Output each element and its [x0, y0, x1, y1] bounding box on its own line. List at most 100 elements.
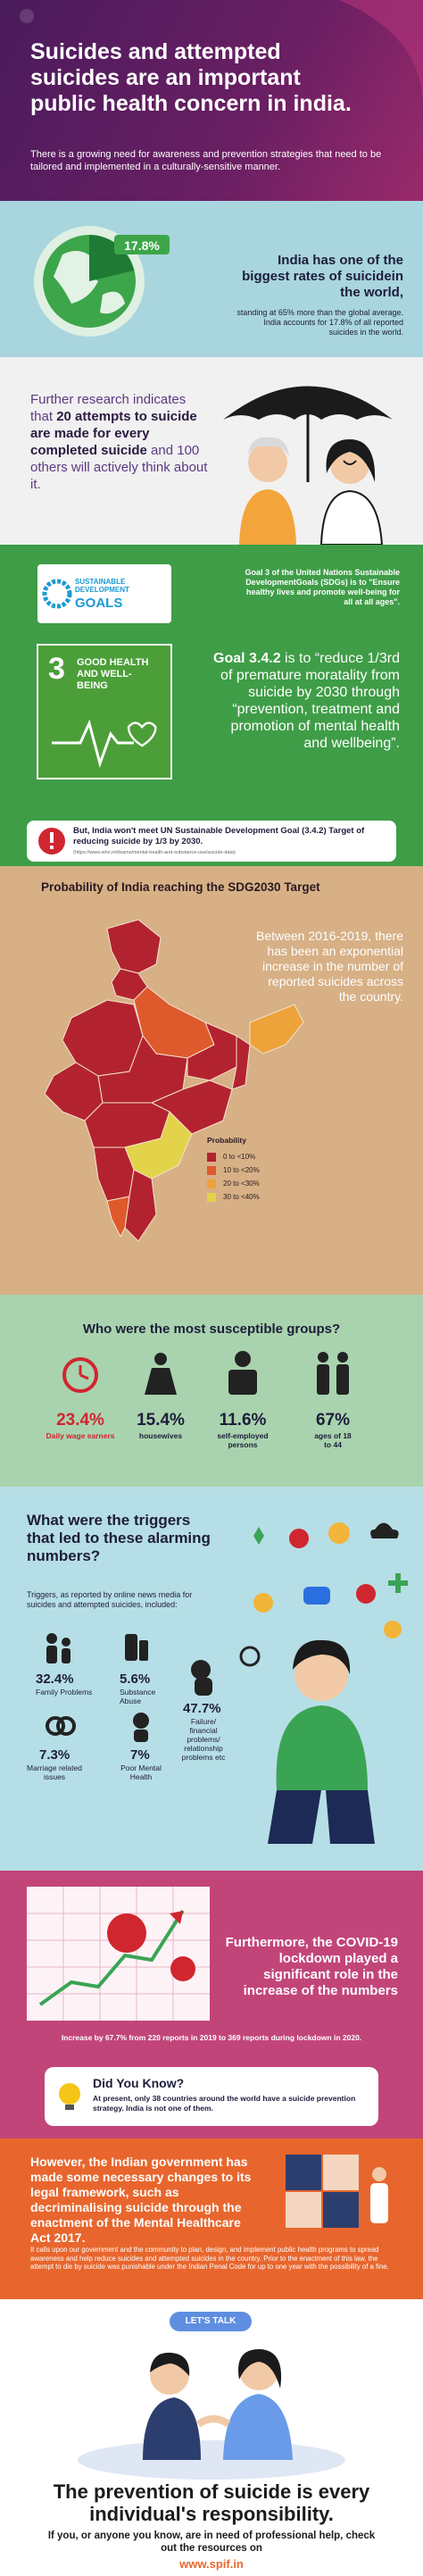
person-hair [150, 2352, 190, 2376]
sdg-section: SUSTAINABLE DEVELOPMENT GOALS 3 GOOD HEA… [0, 545, 423, 817]
sdg-wheel [42, 579, 72, 609]
did-you-know-box [45, 2067, 378, 2126]
person-legs [326, 1790, 375, 1844]
legal-heading: However, the Indian government has made … [30, 2155, 252, 2245]
person-head [248, 443, 287, 482]
groups-title: Who were the most susceptible groups? [82, 1321, 341, 1337]
trend-arrow [170, 1911, 183, 1924]
research-tail: and 100 others will actively think about… [30, 443, 208, 492]
worker-icon [235, 1351, 251, 1367]
did-you-know-title: Did You Know? [93, 2076, 185, 2090]
global-percent: 17.8% [124, 238, 160, 253]
emoji [303, 1587, 330, 1605]
map-region [231, 1035, 251, 1090]
legend-swatch [207, 1192, 216, 1202]
closing-headline: The prevention of suicide is every indiv… [53, 2480, 370, 2525]
emoji [289, 1529, 309, 1548]
header-section: Suicides and attempted suicides are an i… [0, 0, 423, 201]
housewife-icon [145, 1368, 177, 1395]
legend-swatch [207, 1165, 216, 1175]
family-icon [62, 1648, 70, 1663]
trigger-label: Family Problems [36, 1688, 93, 1696]
emoji [253, 1527, 264, 1545]
closing-subtext: If you, or anyone you know, are in need … [47, 2530, 376, 2554]
puzzle-piece [286, 2192, 321, 2228]
map-title: Probability of India reaching the SDG203… [41, 880, 320, 894]
clock-icon [62, 1357, 98, 1393]
person-body [223, 2394, 293, 2460]
decor-shape [339, 0, 423, 107]
emoji [388, 1573, 408, 1593]
group-value: 67% [315, 1411, 351, 1430]
trigger-value: 7.3% [39, 1747, 70, 1763]
trigger-illustration [46, 1522, 408, 1844]
bulb-icon [59, 2083, 80, 2110]
ring-icon [46, 1716, 65, 1736]
legend-label: 10 to <20% [223, 1166, 260, 1174]
global-body: standing at 65% more than the global ave… [236, 308, 403, 337]
covid-illustration [27, 1887, 210, 2021]
closing-section: LET'S TALK The prevention of suicide is … [0, 2299, 423, 2576]
group-label: housewives [138, 1431, 183, 1440]
bulb [59, 2083, 80, 2105]
goal3-text: Goal 3 of the United Nations Sustainable… [245, 568, 400, 606]
person-head [372, 2167, 386, 2181]
ring-icon [56, 1716, 76, 1736]
covid-caption: Increase by 67.7% from 220 reports in 20… [61, 2033, 362, 2042]
triggers-intro: Triggers, as reported by online news med… [27, 1590, 193, 1609]
map-region [249, 1004, 304, 1055]
map-text: Between 2016-2019, there has been an exp… [255, 929, 403, 1004]
subtitle: There is a growing need for awareness an… [30, 149, 382, 172]
decor-dot [20, 9, 34, 23]
warning-text: But, India won't meet UN Sustainable Dev… [73, 826, 365, 846]
sdg-logo-line2: GOALS [75, 596, 123, 611]
trigger-value: 47.7% [183, 1701, 221, 1716]
map-region [150, 1080, 233, 1135]
clock-hand [79, 1373, 89, 1380]
target-text: is to “reduce 1/3rd of premature moratal… [220, 651, 400, 751]
sdg-logo-line1: SUSTAINABLE DEVELOPMENT [75, 578, 129, 594]
covid-section: Furthermore, the COVID-19 lockdown playe… [0, 1871, 423, 2138]
emoji [239, 1646, 261, 1667]
goal-tile [37, 644, 172, 779]
legend-item: 30 to <40% [207, 1190, 305, 1204]
group-value: 11.6% [219, 1411, 267, 1430]
puzzle-piece [286, 2155, 321, 2190]
emoji [253, 1593, 273, 1613]
main-title: Suicides and attempted suicides are an i… [30, 39, 352, 116]
trigger-label: Marriage related issues [27, 1763, 82, 1781]
virus-icon [107, 1913, 146, 1953]
research-emphasis: 20 attempts to suicide are made for ever… [30, 409, 197, 458]
group-label: self-employed persons [217, 1431, 269, 1449]
legend-swatch [207, 1179, 216, 1188]
legend-item: 10 to <20% [207, 1163, 305, 1177]
closing-illustration [78, 2348, 345, 2480]
percent-badge [114, 235, 170, 254]
virus-icon [170, 1956, 195, 1981]
person-body [143, 2397, 201, 2460]
trend-line [38, 1909, 185, 2006]
money-icon [195, 1678, 212, 1696]
groups-section: Who were the most susceptible groups? 23… [0, 1295, 423, 1487]
covid-text: Furthermore, the COVID-19 lockdown playe… [225, 1935, 398, 1998]
trigger-label: Substance Abuse [120, 1688, 156, 1705]
resource-link[interactable]: www.spif.in [179, 2557, 244, 2571]
target-block: Goal 3.4.2 is to “reduce 1/3rd of premat… [207, 650, 400, 752]
map-section: Probability of India reaching the SDG203… [0, 866, 423, 1295]
person-hair [248, 437, 289, 457]
person-body [276, 1705, 368, 1790]
legend-label: 20 to <30% [223, 1180, 260, 1188]
goal-number: 3 [48, 652, 65, 686]
trigger-label: Poor Mental Health [120, 1763, 162, 1781]
legal-section: However, the Indian government has made … [0, 2138, 423, 2299]
ground [78, 2440, 345, 2480]
target-heading: Goal 3.4.2 [213, 651, 281, 666]
legend-swatch [207, 1152, 216, 1162]
globe-land [54, 251, 98, 304]
globe-illustration [34, 226, 170, 337]
research-lead: Further research indicates that [30, 392, 187, 424]
emoji [370, 1522, 399, 1538]
head-icon [133, 1713, 149, 1729]
globe-share [89, 235, 134, 281]
